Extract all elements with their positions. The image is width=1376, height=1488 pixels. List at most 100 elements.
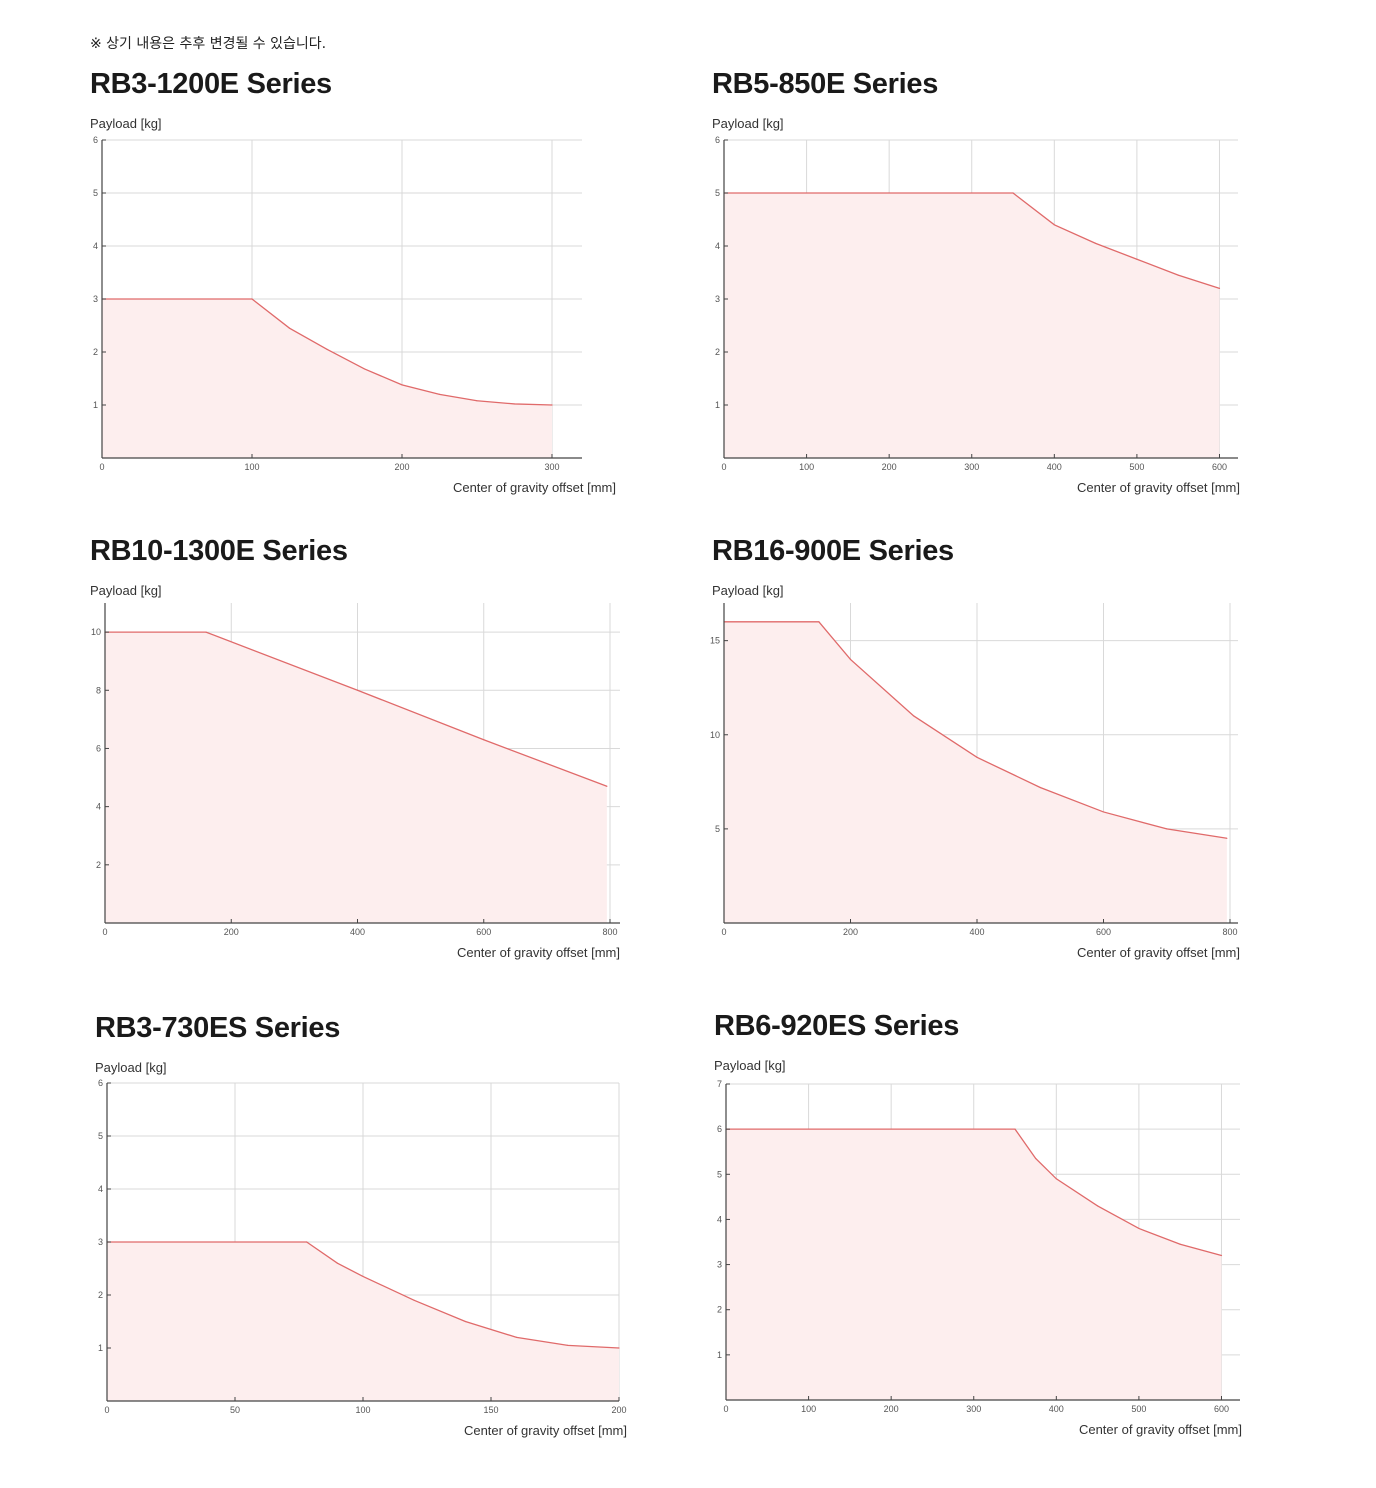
y-tick-label: 5 bbox=[717, 1169, 722, 1179]
payload-curve bbox=[102, 298, 553, 406]
y-tick-label: 2 bbox=[98, 1290, 103, 1300]
data-point bbox=[362, 1275, 364, 1278]
data-point bbox=[1226, 837, 1228, 839]
data-point bbox=[476, 400, 478, 402]
chart-title: RB10-1300E Series bbox=[90, 535, 348, 567]
x-tick-label: 600 bbox=[1214, 1404, 1229, 1414]
x-axis-label: Center of gravity offset [mm] bbox=[1076, 480, 1240, 495]
data-point bbox=[1035, 1157, 1037, 1160]
data-point bbox=[413, 1299, 415, 1301]
x-tick-label: 0 bbox=[721, 927, 726, 937]
y-tick-label: 6 bbox=[96, 743, 101, 753]
x-tick-label: 300 bbox=[544, 462, 559, 472]
data-point bbox=[913, 715, 915, 717]
x-axis-label: Center of gravity offset [mm] bbox=[1078, 1422, 1242, 1437]
chart-panel-rb3-730es: RB3-730ES Series Payload [kg] 1 2 3 4 5 6 0 50 1… bbox=[95, 1012, 715, 1452]
data-point bbox=[438, 393, 441, 395]
payload-area bbox=[107, 1242, 619, 1401]
data-point bbox=[1012, 192, 1014, 194]
data-point bbox=[288, 327, 291, 329]
x-tick-label: 0 bbox=[723, 1404, 728, 1414]
x-tick-label: 150 bbox=[483, 1405, 498, 1415]
data-point bbox=[606, 785, 608, 787]
chart-title: RB6-920ES Series bbox=[714, 1010, 960, 1042]
y-tick-label: 1 bbox=[715, 400, 720, 410]
chart-panel-rb5-850e: RB5-850E Series Payload [kg] 1 2 3 4 5 6 0 100 2… bbox=[712, 68, 1332, 508]
x-tick-label: 200 bbox=[394, 462, 409, 472]
y-tick-label: 4 bbox=[715, 241, 720, 251]
x-tick-label: 100 bbox=[244, 462, 259, 472]
data-point bbox=[326, 348, 328, 350]
notice-text: ※ 상기 내용은 추후 변경될 수 있습니다. bbox=[90, 36, 327, 52]
chart-title: RB3-1200E Series bbox=[90, 68, 332, 100]
y-tick-label: 5 bbox=[93, 188, 98, 198]
y-tick-label: 6 bbox=[98, 1078, 103, 1088]
y-tick-label: 15 bbox=[710, 636, 720, 646]
x-tick-label: 500 bbox=[1129, 462, 1144, 472]
x-tick-label: 0 bbox=[102, 927, 107, 937]
data-point bbox=[1179, 1243, 1181, 1245]
data-point bbox=[849, 658, 852, 661]
y-tick-label: 3 bbox=[93, 294, 98, 304]
x-tick-label: 50 bbox=[230, 1405, 240, 1415]
data-point bbox=[976, 756, 978, 758]
y-tick-label: 4 bbox=[98, 1184, 103, 1194]
chart-panel-rb6-920es: RB6-920ES Series Payload [kg] 1 2 3 4 5 6 7 0 10… bbox=[714, 1010, 1334, 1450]
y-tick-label: 2 bbox=[93, 347, 98, 357]
y-axis-label: Payload [kg] bbox=[90, 583, 162, 598]
x-axis-label: Center of gravity offset [mm] bbox=[1076, 945, 1240, 960]
payload-area bbox=[724, 621, 1227, 923]
y-tick-label: 4 bbox=[717, 1214, 722, 1224]
data-point bbox=[401, 384, 403, 386]
y-tick-label: 6 bbox=[717, 1124, 722, 1134]
chart-title: RB16-900E Series bbox=[712, 535, 954, 567]
y-tick-label: 4 bbox=[93, 241, 98, 251]
data-point bbox=[1039, 786, 1041, 789]
data-point bbox=[513, 403, 516, 405]
y-tick-label: 5 bbox=[98, 1131, 103, 1141]
data-point bbox=[1166, 828, 1168, 830]
x-tick-label: 100 bbox=[801, 1404, 816, 1414]
x-tick-label: 300 bbox=[964, 462, 979, 472]
data-point bbox=[483, 739, 485, 741]
data-point bbox=[1220, 1254, 1223, 1257]
y-tick-label: 3 bbox=[717, 1260, 722, 1270]
data-point bbox=[1102, 811, 1105, 813]
y-tick-label: 10 bbox=[91, 627, 101, 637]
data-point bbox=[1053, 224, 1055, 226]
x-tick-label: 600 bbox=[1096, 927, 1111, 937]
y-tick-label: 1 bbox=[98, 1343, 103, 1353]
data-point bbox=[464, 1320, 466, 1323]
x-axis-label: Center of gravity offset [mm] bbox=[456, 945, 620, 960]
x-tick-label: 300 bbox=[966, 1404, 981, 1414]
chart-panel-rb16-900e: RB16-900E Series Payload [kg] 5 10 15 0 200 4… bbox=[710, 535, 1332, 975]
y-tick-label: 3 bbox=[715, 294, 720, 304]
x-tick-label: 100 bbox=[355, 1405, 370, 1415]
x-tick-label: 800 bbox=[602, 927, 617, 937]
x-tick-label: 200 bbox=[611, 1405, 626, 1415]
data-point bbox=[251, 298, 253, 300]
y-tick-label: 7 bbox=[717, 1079, 722, 1089]
payload-area bbox=[726, 1129, 1222, 1400]
x-tick-label: 800 bbox=[1222, 927, 1237, 937]
y-tick-label: 6 bbox=[93, 135, 98, 145]
x-tick-label: 100 bbox=[799, 462, 814, 472]
chart-title: RB3-730ES Series bbox=[95, 1012, 341, 1044]
data-point bbox=[1218, 287, 1221, 289]
y-axis-label: Payload [kg] bbox=[712, 116, 784, 131]
data-point bbox=[205, 631, 207, 633]
payload-chart: 5 10 15 0 200 400 600 800 bbox=[710, 603, 1238, 937]
data-point bbox=[336, 1262, 338, 1264]
x-tick-label: 0 bbox=[104, 1405, 109, 1415]
data-point bbox=[551, 404, 553, 406]
x-tick-label: 200 bbox=[882, 462, 897, 472]
payload-curve bbox=[726, 1128, 1222, 1257]
y-tick-label: 5 bbox=[715, 188, 720, 198]
data-point bbox=[1055, 1178, 1057, 1180]
payload-chart: 1 2 3 4 5 6 7 0 100 200 300 400 500 600 bbox=[717, 1079, 1240, 1414]
payload-area bbox=[102, 299, 552, 458]
data-point bbox=[1177, 274, 1179, 276]
data-point bbox=[818, 621, 820, 623]
y-tick-label: 2 bbox=[715, 347, 720, 357]
data-point bbox=[356, 689, 359, 691]
